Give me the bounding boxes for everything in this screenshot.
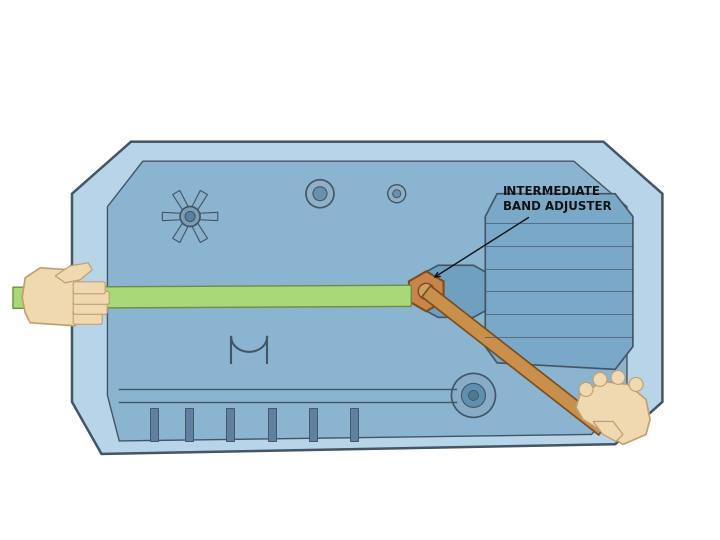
Text: transmission.: transmission. <box>13 46 146 64</box>
Polygon shape <box>163 212 183 221</box>
Polygon shape <box>426 265 485 318</box>
Circle shape <box>462 383 485 407</box>
Circle shape <box>469 390 479 400</box>
Circle shape <box>388 185 406 202</box>
Text: PEARSON: PEARSON <box>599 510 711 531</box>
Polygon shape <box>13 285 411 308</box>
Polygon shape <box>72 141 662 454</box>
Polygon shape <box>409 271 444 311</box>
Polygon shape <box>55 263 92 283</box>
Circle shape <box>392 190 401 198</box>
Bar <box>351 408 359 441</box>
Bar <box>150 408 158 441</box>
Circle shape <box>629 377 643 392</box>
Bar <box>185 408 193 441</box>
Bar <box>226 408 235 441</box>
Circle shape <box>451 373 495 417</box>
Text: Copyright © 2019  2015  2011 Pearson Education Inc. All Rights Reserved: Copyright © 2019 2015 2011 Pearson Educa… <box>9 516 372 525</box>
Polygon shape <box>422 286 608 435</box>
Polygon shape <box>576 381 650 444</box>
Polygon shape <box>593 421 623 441</box>
FancyBboxPatch shape <box>73 311 102 325</box>
Bar <box>268 408 276 441</box>
Polygon shape <box>191 221 207 242</box>
Polygon shape <box>485 194 633 369</box>
Polygon shape <box>22 268 82 326</box>
Circle shape <box>579 382 593 396</box>
Circle shape <box>313 187 327 201</box>
FancyBboxPatch shape <box>73 291 109 305</box>
Polygon shape <box>173 191 189 212</box>
Polygon shape <box>191 191 207 212</box>
Polygon shape <box>107 161 627 441</box>
Circle shape <box>593 373 607 387</box>
Polygon shape <box>197 212 217 221</box>
Circle shape <box>611 370 625 384</box>
Text: INTERMEDIATE
BAND ADJUSTER: INTERMEDIATE BAND ADJUSTER <box>435 185 611 277</box>
Polygon shape <box>173 221 189 242</box>
Circle shape <box>418 284 434 299</box>
Bar <box>309 408 317 441</box>
Text: FIGURE 14–13  Adjusting the intermediate band on a Ford A4LD: FIGURE 14–13 Adjusting the intermediate … <box>13 30 636 48</box>
Circle shape <box>180 206 200 226</box>
FancyBboxPatch shape <box>73 282 105 294</box>
Circle shape <box>306 180 334 208</box>
Circle shape <box>185 212 195 221</box>
FancyBboxPatch shape <box>73 301 107 314</box>
